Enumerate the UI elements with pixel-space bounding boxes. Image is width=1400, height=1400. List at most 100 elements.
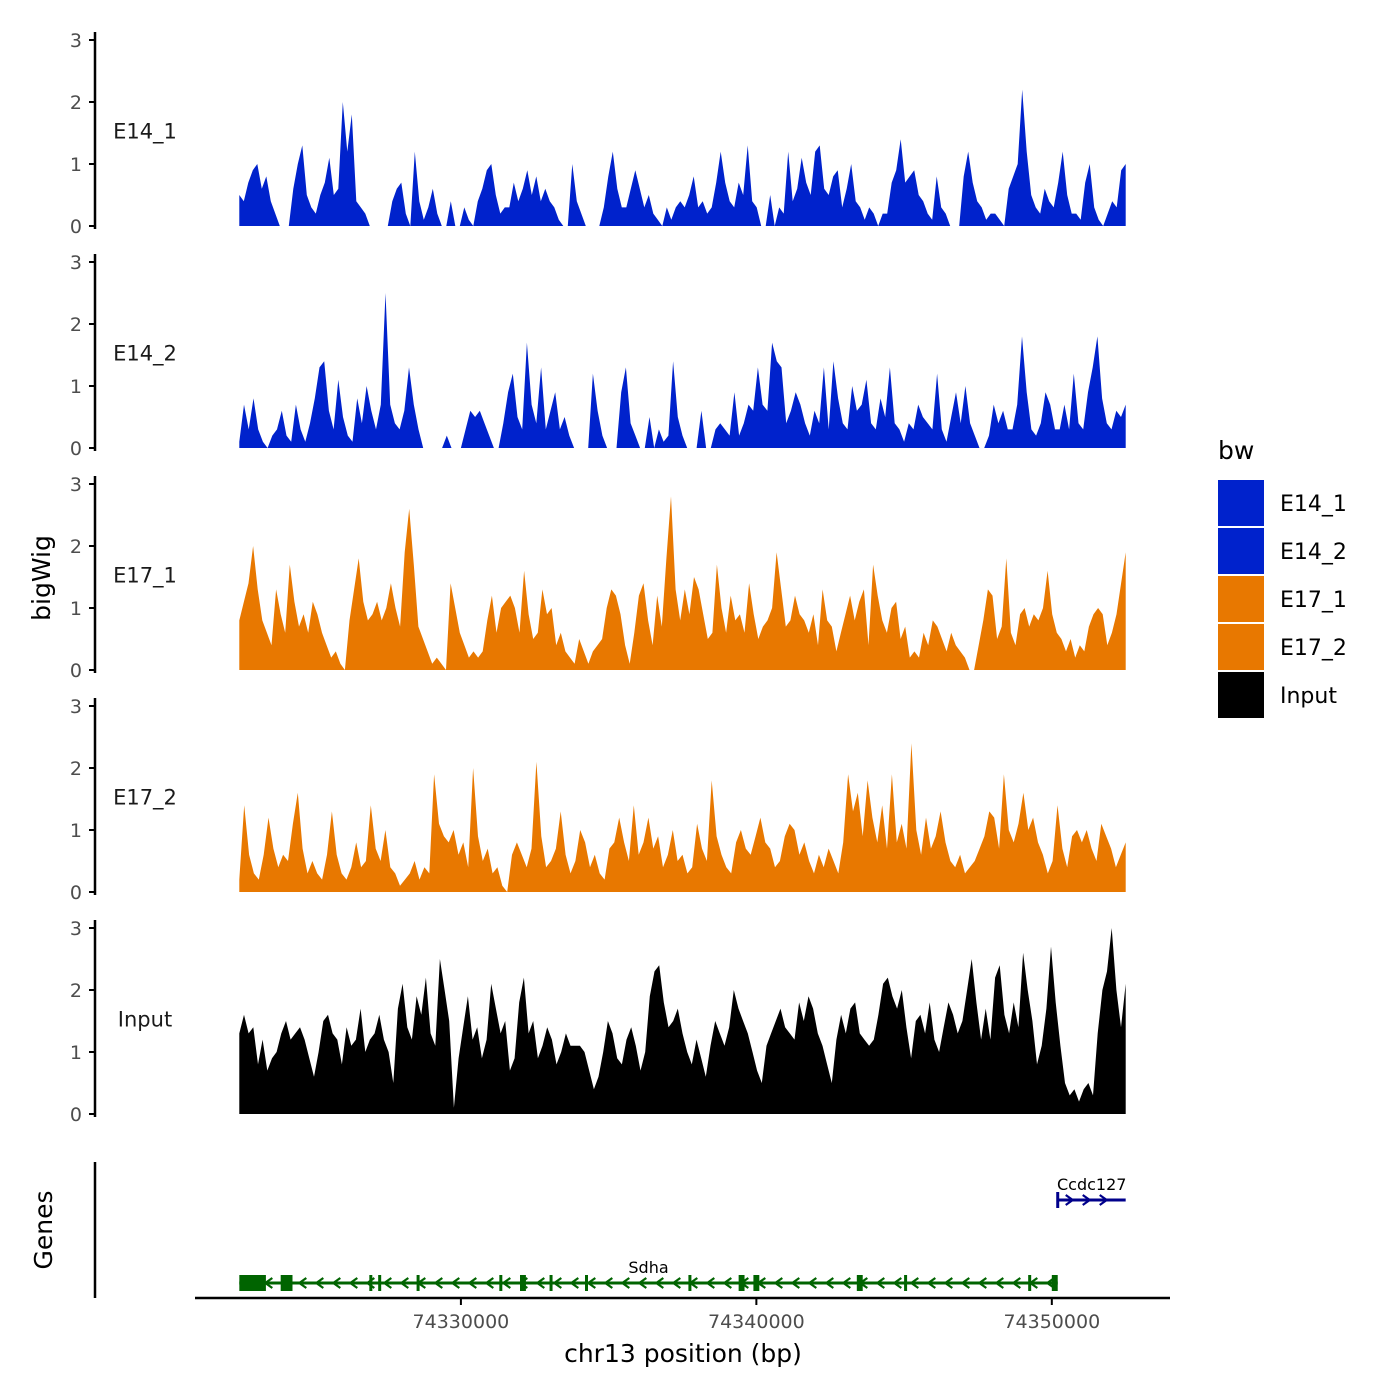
exon xyxy=(585,1275,588,1291)
y-tick-label: 0 xyxy=(70,660,82,682)
strand-arrow xyxy=(314,1277,324,1289)
x-axis: 74330000 74340000 74350000 chr13 position … xyxy=(195,1296,1170,1368)
strand-arrow xyxy=(399,1277,409,1289)
strand-arrow xyxy=(467,1277,477,1289)
signal-area xyxy=(507,743,1126,892)
signal-area xyxy=(239,768,508,892)
signal-area xyxy=(654,361,688,448)
x-axis-ticks: 74330000 74340000 74350000 xyxy=(413,1298,1100,1333)
exon xyxy=(520,1275,526,1291)
strand-arrow xyxy=(637,1277,647,1289)
gene-label: Ccdc127 xyxy=(1057,1175,1126,1194)
legend-title: bw xyxy=(1218,436,1254,465)
strand-arrow xyxy=(450,1277,460,1289)
exon xyxy=(416,1275,420,1291)
signal-area xyxy=(267,293,424,448)
y-tick-label: 3 xyxy=(70,696,82,718)
strand-arrow xyxy=(1099,1194,1109,1206)
track-label: E14_1 xyxy=(113,120,177,145)
strand-arrow xyxy=(671,1277,681,1289)
legend-label: E14_1 xyxy=(1280,492,1347,517)
track-E14_2: 0 1 2 3 E14_2 xyxy=(70,252,1126,460)
x-tick-label: 74350000 xyxy=(1003,1311,1100,1333)
signal-area xyxy=(410,151,442,226)
y-tick-label: 3 xyxy=(70,252,82,274)
y-tick-label: 1 xyxy=(70,820,82,842)
signal-area xyxy=(239,398,268,448)
legend-label: E17_2 xyxy=(1280,636,1347,661)
signal-area xyxy=(446,201,456,226)
legend: bw E14_1 E14_2 E17_1 E17_2 Input xyxy=(1218,436,1347,718)
strand-arrow xyxy=(960,1277,970,1289)
strand-arrow xyxy=(331,1277,341,1289)
strand-arrow xyxy=(807,1277,817,1289)
strand-arrow xyxy=(586,1277,596,1289)
signal-area xyxy=(239,928,1126,1114)
strand-arrow xyxy=(926,1277,936,1289)
track-E17_2: 0 1 2 3 E17_2 xyxy=(70,696,1126,904)
track-E17_1: 0 1 2 3 E17_1 xyxy=(70,474,1126,682)
track-label: E17_2 xyxy=(113,786,177,811)
y-tick-label: 3 xyxy=(70,30,82,52)
strand-arrow xyxy=(977,1277,987,1289)
signal-area xyxy=(710,342,980,448)
strand-arrow xyxy=(773,1277,783,1289)
signal-area xyxy=(644,417,655,448)
strand-arrow xyxy=(569,1277,579,1289)
x-tick-label: 74330000 xyxy=(413,1311,510,1333)
signal-area xyxy=(344,508,446,670)
strand-arrow xyxy=(943,1277,953,1289)
track-Input: 0 1 2 3 Input xyxy=(70,918,1126,1126)
y-tick-label: 1 xyxy=(70,598,82,620)
signal-area xyxy=(1004,89,1104,226)
legend-swatch xyxy=(1218,576,1264,622)
signal-area xyxy=(959,151,1005,226)
exon xyxy=(369,1275,373,1291)
strand-arrow xyxy=(1082,1194,1092,1206)
gene-label: Sdha xyxy=(628,1258,668,1277)
signal-area xyxy=(442,435,452,448)
y-tick-label: 2 xyxy=(70,980,82,1002)
strand-arrow xyxy=(722,1277,732,1289)
strand-arrow xyxy=(348,1277,358,1289)
signal-area xyxy=(288,102,370,226)
exon xyxy=(499,1275,503,1291)
signal-area xyxy=(588,373,608,448)
y-axis-title: bigWig xyxy=(27,535,56,621)
strand-arrow xyxy=(790,1277,800,1289)
signal-area xyxy=(1103,164,1126,226)
gene-models: Sdha Ccdc127 xyxy=(239,1175,1126,1291)
strand-arrow xyxy=(909,1277,919,1289)
signal-area xyxy=(446,496,970,670)
strand-arrow xyxy=(603,1277,613,1289)
signal-area xyxy=(567,164,586,226)
y-tick-label: 0 xyxy=(70,882,82,904)
legend-swatch xyxy=(1218,624,1264,670)
signal-area xyxy=(459,207,474,226)
strand-arrow xyxy=(705,1277,715,1289)
exon xyxy=(753,1275,760,1291)
legend-swatch xyxy=(1218,480,1264,526)
y-tick-label: 2 xyxy=(70,314,82,336)
y-tick-label: 1 xyxy=(70,1042,82,1064)
strand-arrow xyxy=(484,1277,494,1289)
track-label: Input xyxy=(118,1008,172,1032)
exon xyxy=(239,1275,266,1291)
y-tick-label: 0 xyxy=(70,438,82,460)
y-tick-label: 2 xyxy=(70,536,82,558)
strand-arrow xyxy=(875,1277,885,1289)
signal-area xyxy=(616,367,641,448)
strand-arrow xyxy=(552,1277,562,1289)
signal-area xyxy=(239,546,345,670)
signal-area xyxy=(974,552,1126,670)
signal-area xyxy=(696,410,707,448)
signal-tracks: 0 1 2 3 E14_1 0 1 2 3 E14_2 0 1 2 3 E17_1 0 1 2 3 E17_2 0 1 2 3… xyxy=(70,30,1126,1126)
strand-arrow xyxy=(535,1277,545,1289)
strand-arrow xyxy=(1011,1277,1021,1289)
track-label: E17_1 xyxy=(113,564,177,589)
signal-area xyxy=(473,164,564,226)
exon xyxy=(1028,1275,1032,1291)
strand-arrow xyxy=(297,1277,307,1289)
x-axis-title: chr13 position (bp) xyxy=(564,1339,802,1368)
